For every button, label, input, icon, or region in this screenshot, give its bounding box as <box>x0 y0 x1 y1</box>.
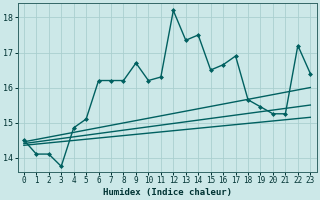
X-axis label: Humidex (Indice chaleur): Humidex (Indice chaleur) <box>103 188 232 197</box>
